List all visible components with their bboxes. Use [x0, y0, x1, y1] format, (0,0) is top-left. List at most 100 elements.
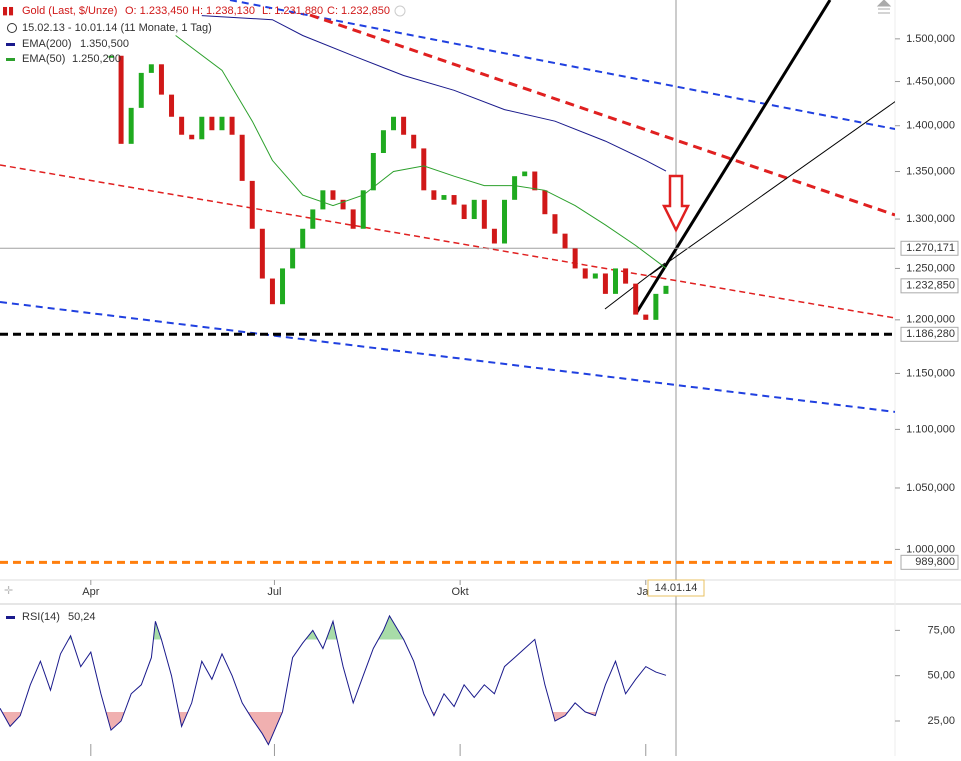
candle [623, 268, 629, 284]
candle [391, 116, 397, 131]
legend-rsi: RSI(14) [22, 611, 60, 623]
y-tick-label: 1.450,000 [906, 75, 955, 87]
arrow-annotation [661, 174, 691, 233]
legend-swatch [6, 43, 15, 46]
add-panel-icon[interactable]: ✛ [4, 585, 13, 597]
cursor-date: 14.01.14 [655, 582, 698, 594]
candle [370, 153, 376, 191]
candle [229, 116, 235, 135]
candle [199, 116, 205, 140]
candle [128, 107, 134, 144]
level-box [900, 278, 959, 294]
candle [219, 116, 225, 131]
x-tick-label: Apr [82, 586, 99, 598]
y-tick-label: 1.400,000 [906, 120, 955, 132]
ema-line [175, 35, 667, 269]
cursor-date-box [647, 579, 705, 597]
ohlc-low: L: 1.231,880 [262, 5, 323, 17]
y-tick-label: 1.150,000 [906, 367, 955, 379]
candle [552, 214, 558, 234]
y-tick-label: 1.250,000 [906, 262, 955, 274]
trend-line [0, 164, 895, 319]
candle [411, 134, 417, 149]
candle [280, 268, 286, 305]
settings-icon[interactable] [394, 5, 406, 17]
price-plot: 1.000,000 1.050,000 1.100,000 1.150,000 1.20… [0, 15, 959, 598]
candle [481, 199, 487, 229]
ohlc-close: C: 1.232,850 [327, 5, 390, 17]
candle [572, 248, 578, 269]
candle [259, 228, 265, 279]
candle [249, 180, 255, 229]
candle [431, 190, 437, 200]
candle [512, 176, 518, 200]
candle [643, 314, 649, 320]
candle [491, 228, 497, 244]
candle [421, 148, 427, 191]
ohlc-high: H: 1.238,130 [192, 5, 255, 17]
y-tick-label: 25,00 [927, 715, 955, 727]
candle [148, 64, 154, 73]
candle [542, 190, 548, 215]
candle [310, 209, 316, 229]
y-tick-label: 1.500,000 [906, 33, 955, 45]
y-tick-label: 75,00 [927, 624, 955, 636]
x-tick-label: Jul [267, 586, 281, 598]
candle [189, 134, 195, 140]
ohlc-open: O: 1.233,450 [125, 5, 189, 17]
candle [320, 190, 326, 210]
y-tick-label: 1.100,000 [906, 423, 955, 435]
candle [532, 171, 538, 191]
level-label: 1.186,280 [906, 328, 955, 340]
scroll-icon[interactable] [876, 0, 892, 14]
trend-line [309, 13, 895, 217]
level-label: 989,800 [915, 556, 955, 568]
candle [138, 72, 144, 108]
candle [380, 130, 386, 154]
legend-ema50: EMA(50) [22, 53, 65, 65]
candle [451, 195, 457, 205]
level-box [900, 240, 959, 256]
candle [502, 199, 508, 244]
candle [108, 55, 114, 58]
candle [471, 199, 477, 220]
legend-ema50-value: 1.250,200 [72, 53, 121, 65]
rsi-line [0, 614, 667, 746]
candle [158, 64, 164, 95]
level-box [900, 326, 959, 342]
legend-ema200: EMA(200) [22, 38, 72, 50]
candle [633, 283, 639, 315]
candle [340, 199, 346, 210]
y-tick-label: 1.000,000 [906, 543, 955, 555]
candle [663, 285, 669, 294]
chart-icon: ▮▮ [2, 5, 14, 17]
y-tick-label: 1.300,000 [906, 213, 955, 225]
x-tick-label: Okt [452, 586, 469, 598]
y-tick-label: 1.350,000 [906, 165, 955, 177]
trend-line [635, 0, 832, 313]
candle [401, 116, 407, 135]
candle [179, 116, 185, 135]
candle [269, 278, 275, 305]
period: 15.02.13 - 10.01.14 (11 Monate, 1 Tag) [22, 22, 212, 34]
candle [118, 55, 124, 144]
trend-line [229, 0, 895, 131]
candle [239, 134, 245, 181]
ema-line [201, 15, 667, 172]
y-tick-label: 1.050,000 [906, 482, 955, 494]
instrument-name: Gold (Last, $/Unze) [22, 5, 117, 17]
y-tick-label: 1.200,000 [906, 314, 955, 326]
candle [330, 190, 336, 200]
clock-icon [7, 23, 17, 33]
y-tick-label: 50,00 [927, 670, 955, 682]
candle [613, 268, 619, 294]
level-box [900, 554, 959, 570]
candle [461, 204, 467, 220]
candle [350, 209, 356, 229]
candle [592, 273, 598, 279]
level-label: 1.232,850 [906, 280, 955, 292]
trend-lines [0, 0, 895, 413]
